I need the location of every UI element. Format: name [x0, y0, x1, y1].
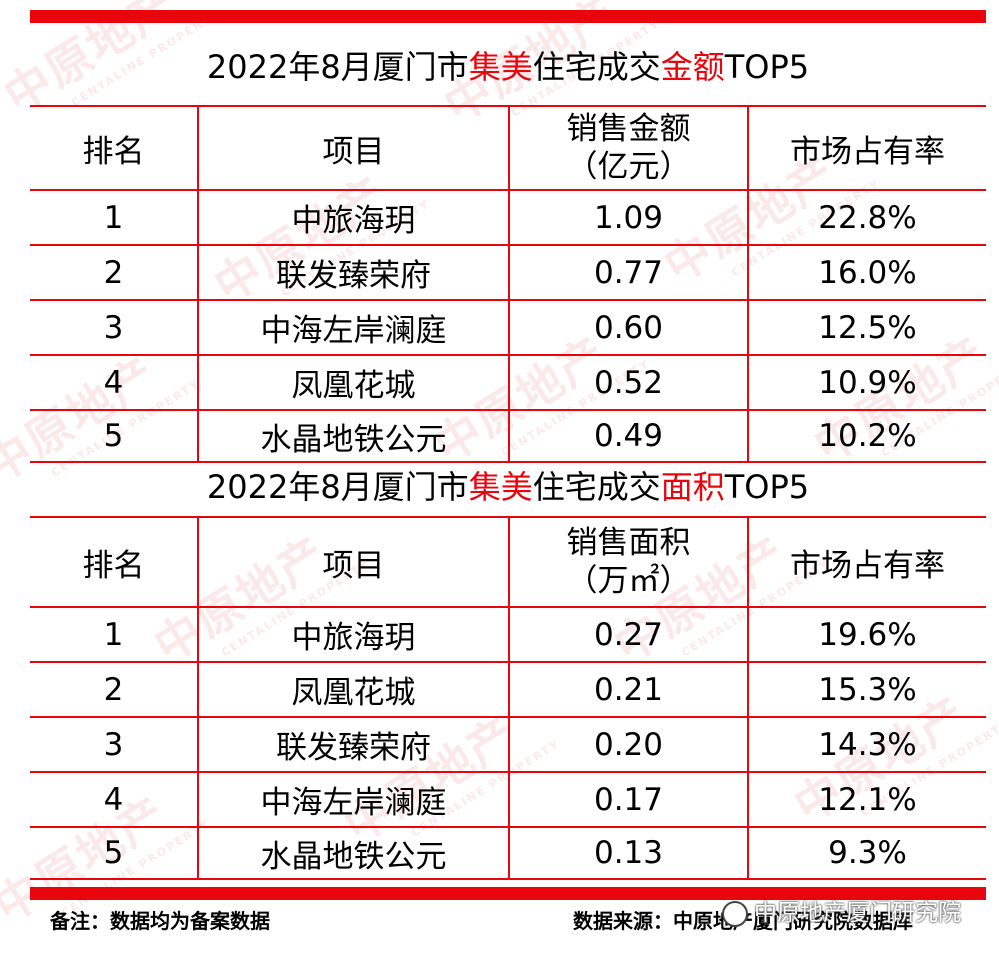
cell-share: 22.8%: [747, 190, 986, 246]
cell-share: 12.5%: [747, 300, 986, 356]
cell-share: 15.3%: [747, 662, 986, 718]
header-metric-line1: 销售金额: [566, 111, 691, 147]
cell-value: 0.49: [508, 410, 748, 463]
cell-value: 0.17: [508, 772, 748, 828]
table-row: 2 联发臻荣府 0.77 16.0%: [30, 245, 986, 301]
table-row: 3 联发臻荣府 0.20 14.3%: [30, 717, 986, 773]
title-suffix: TOP5: [724, 468, 810, 506]
footer-note: 备注：数据均为备案数据: [50, 909, 270, 933]
top-red-bar: [30, 10, 986, 23]
header-metric: 销售面积 （万㎡）: [508, 516, 748, 608]
cell-value: 0.21: [508, 662, 748, 718]
cell-value: 0.52: [508, 355, 748, 411]
cell-project: 水晶地铁公元: [197, 410, 509, 463]
table-row: 2 凤凰花城 0.21 15.3%: [30, 662, 986, 718]
title-metric: 金额: [660, 48, 725, 86]
cell-value: 0.77: [508, 245, 748, 301]
cell-share: 19.6%: [747, 607, 986, 663]
cell-project: 水晶地铁公元: [197, 827, 509, 880]
cell-rank: 3: [30, 300, 198, 356]
table-row: 3 中海左岸澜庭 0.60 12.5%: [30, 300, 986, 356]
header-metric-line1: 销售面积: [566, 525, 691, 561]
cell-share: 10.9%: [747, 355, 986, 411]
cell-rank: 2: [30, 245, 198, 301]
title-middle: 住宅成交: [532, 468, 661, 506]
header-row: 排名 项目 销售金额 （亿元） 市场占有率: [30, 105, 986, 191]
title-middle: 住宅成交: [532, 48, 661, 86]
header-metric: 销售金额 （亿元）: [508, 105, 748, 191]
cell-rank: 5: [30, 827, 198, 880]
table-row: 5 水晶地铁公元 0.49 10.2%: [30, 410, 986, 463]
cell-rank: 4: [30, 772, 198, 828]
cell-project: 凤凰花城: [197, 355, 509, 411]
cell-rank: 1: [30, 190, 198, 246]
brand-name: 中原地产厦门研究院: [754, 900, 961, 926]
cell-share: 9.3%: [747, 827, 986, 880]
area-table: 排名 项目 销售面积 （万㎡） 市场占有率 1 中旅海玥 0.27 19.6% 2 凤凰花城…: [30, 516, 986, 880]
cell-share: 10.2%: [747, 410, 986, 463]
header-share: 市场占有率: [747, 516, 986, 608]
header-project: 项目: [197, 516, 509, 608]
cell-rank: 3: [30, 717, 198, 773]
table-row: 4 凤凰花城 0.52 10.9%: [30, 355, 986, 411]
cell-rank: 1: [30, 607, 198, 663]
header-project: 项目: [197, 105, 509, 191]
header-rank: 排名: [30, 105, 198, 191]
cell-value: 0.20: [508, 717, 748, 773]
cell-value: 1.09: [508, 190, 748, 246]
table-row: 1 中旅海玥 0.27 19.6%: [30, 607, 986, 663]
cell-share: 16.0%: [747, 245, 986, 301]
cell-project: 中旅海玥: [197, 607, 509, 663]
cell-rank: 2: [30, 662, 198, 718]
cell-project: 联发臻荣府: [197, 245, 509, 301]
title-suffix: TOP5: [724, 48, 810, 86]
table-row: 4 中海左岸澜庭 0.17 12.1%: [30, 772, 986, 828]
header-rank: 排名: [30, 516, 198, 608]
area-table-title: 2022年8月厦门市集美住宅成交面积TOP5: [30, 462, 986, 512]
amount-table-title: 2022年8月厦门市集美住宅成交金额TOP5: [30, 42, 986, 92]
title-prefix: 2022年8月厦门市: [206, 468, 469, 506]
header-metric-unit: （万㎡）: [566, 563, 691, 599]
amount-table: 排名 项目 销售金额 （亿元） 市场占有率 1 中旅海玥 1.09 22.8% 2 联发臻荣…: [30, 105, 986, 463]
title-district: 集美: [468, 48, 533, 86]
wechat-icon: [722, 900, 748, 927]
table-row: 1 中旅海玥 1.09 22.8%: [30, 190, 986, 246]
cell-project: 中海左岸澜庭: [197, 300, 509, 356]
brand-signature: 中原地产厦门研究院: [722, 893, 961, 927]
header-share: 市场占有率: [747, 105, 986, 191]
table-row: 5 水晶地铁公元 0.13 9.3%: [30, 827, 986, 880]
cell-value: 0.13: [508, 827, 748, 880]
cell-project: 中海左岸澜庭: [197, 772, 509, 828]
title-metric: 面积: [660, 468, 725, 506]
cell-value: 0.60: [508, 300, 748, 356]
cell-project: 联发臻荣府: [197, 717, 509, 773]
bottom-red-bar: [30, 887, 986, 900]
cell-project: 凤凰花城: [197, 662, 509, 718]
title-district: 集美: [468, 468, 533, 506]
cell-share: 14.3%: [747, 717, 986, 773]
cell-value: 0.27: [508, 607, 748, 663]
header-metric-unit: （亿元）: [566, 149, 691, 185]
cell-rank: 5: [30, 410, 198, 463]
header-row: 排名 项目 销售面积 （万㎡） 市场占有率: [30, 516, 986, 608]
cell-project: 中旅海玥: [197, 190, 509, 246]
cell-share: 12.1%: [747, 772, 986, 828]
title-prefix: 2022年8月厦门市: [206, 48, 469, 86]
cell-rank: 4: [30, 355, 198, 411]
